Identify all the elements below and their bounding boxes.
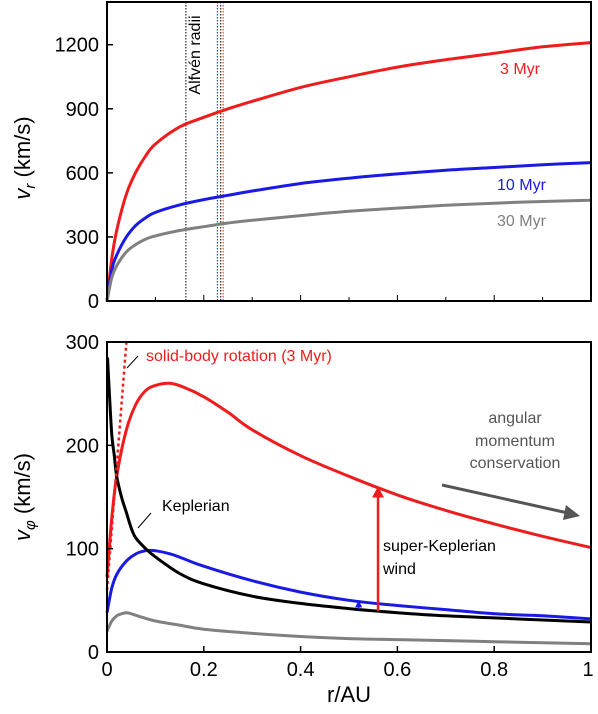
bottom-curves — [105, 341, 592, 646]
angular-momentum-arrow-head — [563, 505, 580, 520]
bottom-series-3-myr — [105, 381, 592, 577]
bottom-y-tick-label: 0 — [88, 642, 99, 664]
bottom-series-10-myr — [105, 548, 592, 621]
top-series-30-myr — [105, 198, 592, 302]
momentum-label: momentum — [475, 433, 555, 450]
x-tick-label: 0.8 — [480, 659, 508, 681]
top-y-tick-label: 900 — [66, 99, 99, 121]
angular-momentum-arrow-shaft — [441, 483, 569, 515]
top-curves — [105, 41, 592, 302]
solid-body-leader — [126, 355, 139, 369]
bottom-panel: 0 100 200 300 0 0.2 0.4 0.6 0.8 1 vφ (km/s) r/AU… — [10, 332, 594, 707]
top-label-10myr: 10 Myr — [497, 177, 547, 194]
velocity-arrows — [355, 486, 385, 612]
solid-body-label: solid-body rotation (3 Myr) — [146, 348, 332, 365]
x-tick-label: 0.4 — [287, 659, 315, 681]
top-panel: 0 300 600 900 1200 vr (km/s) Alfvén radii 3 … — [10, 1, 592, 313]
top-y-ticks: 0 300 600 900 1200 — [55, 35, 544, 313]
bottom-series-30-myr — [105, 611, 592, 646]
top-series-3-myr — [105, 41, 592, 302]
blue-wind-arrow-head — [355, 600, 363, 608]
keplerian-leader — [137, 512, 152, 529]
top-label-30myr: 30 Myr — [497, 213, 547, 230]
x-tick-label: 0.6 — [383, 659, 411, 681]
top-y-tick-label: 600 — [66, 163, 99, 185]
bottom-y-tick-label: 100 — [66, 539, 99, 561]
top-y-tick-label: 1200 — [55, 35, 100, 57]
top-y-axis-label: vr (km/s) — [10, 116, 39, 199]
bottom-plot-frame — [106, 341, 592, 653]
bottom-y-tick-label: 200 — [66, 435, 99, 457]
bottom-series-keplerian — [106, 357, 592, 624]
wind-label: wind — [382, 561, 416, 578]
bottom-x-ticks: 0 0.2 0.4 0.6 0.8 1 — [101, 646, 594, 681]
bottom-y-tick-label: 300 — [66, 332, 99, 354]
keplerian-label: Keplerian — [162, 498, 230, 515]
x-tick-label: 0 — [101, 659, 112, 681]
top-y-tick-label: 0 — [88, 291, 99, 313]
top-plot-frame — [106, 1, 592, 302]
top-y-tick-label: 300 — [66, 227, 99, 249]
top-series-10-myr — [105, 161, 592, 302]
top-label-3myr: 3 Myr — [500, 61, 541, 78]
x-tick-label: 0.2 — [190, 659, 218, 681]
alfven-radii-label: Alfvén radii — [187, 15, 204, 94]
x-axis-label: r/AU — [327, 682, 371, 707]
alfven-radius-lines — [185, 2, 224, 301]
bottom-y-axis-label: vφ (km/s) — [10, 453, 39, 541]
super-keplerian-label: super-Keplerian — [383, 538, 496, 555]
bottom-y-ticks: 0 100 200 300 — [66, 332, 113, 664]
super-keplerian-arrow-head — [372, 486, 385, 498]
conservation-label: conservation — [470, 455, 561, 472]
x-tick-label: 1 — [582, 659, 593, 681]
angular-label: angular — [488, 410, 542, 427]
